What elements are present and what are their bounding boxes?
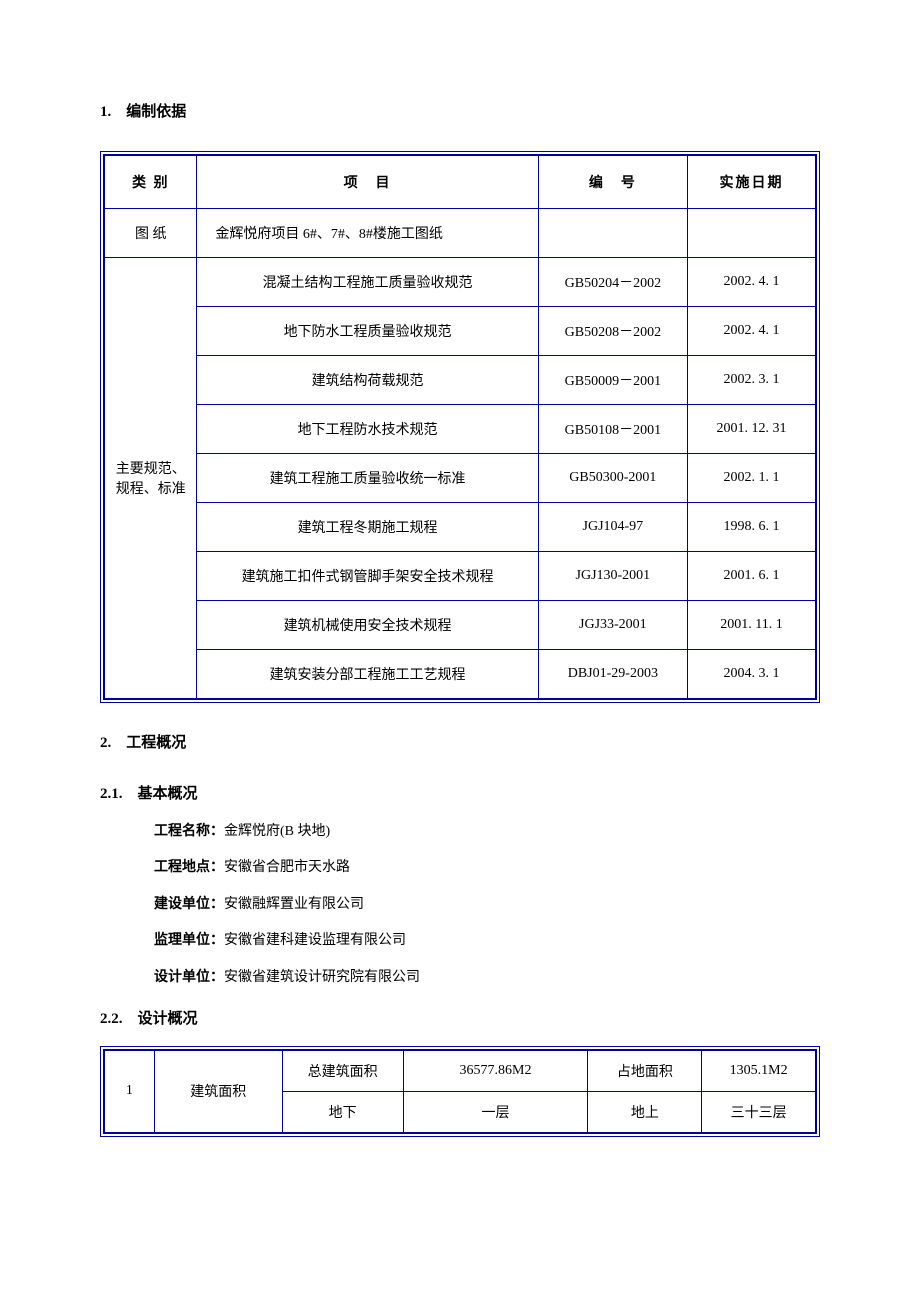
supervision-unit-value: 安徽省建科建设监理有限公司: [224, 933, 406, 948]
project-name-row: 工程名称：金辉悦府(B 块地): [154, 821, 820, 843]
table-header-row: 类 别 项 目 编 号 实施日期: [105, 156, 816, 209]
construction-unit-row: 建设单位：安徽融辉置业有限公司: [154, 894, 820, 916]
spec-item: 建筑工程施工质量验收统一标准: [197, 454, 538, 503]
spec-row: 地下防水工程质量验收规范 GB50208－2002 2002. 4. 1: [105, 307, 816, 356]
spec-code: DBJ01-29-2003: [538, 650, 687, 699]
table-row: 1 建筑面积 总建筑面积 36577.86M2 占地面积 1305.1M2: [105, 1050, 816, 1091]
spec-row: 建筑工程施工质量验收统一标准 GB50300-2001 2002. 1. 1: [105, 454, 816, 503]
spec-date: 2002. 1. 1: [688, 454, 816, 503]
section-2-2-heading: 2.2. 设计概况: [100, 1007, 820, 1028]
spec-date: 2002. 4. 1: [688, 307, 816, 356]
idx-cell: 1: [105, 1050, 155, 1132]
col-header-date: 实施日期: [688, 156, 816, 209]
spec-row: 地下工程防水技术规范 GB50108－2001 2001. 12. 31: [105, 405, 816, 454]
project-info-block: 工程名称：金辉悦府(B 块地) 工程地点：安徽省合肥市天水路 建设单位：安徽融辉…: [100, 821, 820, 989]
spec-date: 1998. 6. 1: [688, 503, 816, 552]
construction-unit-label: 建设单位：: [154, 897, 224, 912]
spec-item: 建筑工程冬期施工规程: [197, 503, 538, 552]
spec-code: JGJ33-2001: [538, 601, 687, 650]
spec-row: 建筑结构荷载规范 GB50009－2001 2002. 3. 1: [105, 356, 816, 405]
total-area-value: 36577.86M2: [403, 1050, 588, 1091]
spec-code: GB50208－2002: [538, 307, 687, 356]
drawings-category: 图 纸: [105, 209, 197, 258]
col-header-code: 编 号: [538, 156, 687, 209]
design-unit-label: 设计单位：: [154, 970, 224, 985]
spec-code: JGJ104-97: [538, 503, 687, 552]
col-header-item: 项 目: [197, 156, 538, 209]
col-header-category: 类 别: [105, 156, 197, 209]
drawings-date: [688, 209, 816, 258]
underground-label: 地下: [282, 1091, 403, 1132]
project-location-label: 工程地点：: [154, 860, 224, 875]
table-2-wrap: 1 建筑面积 总建筑面积 36577.86M2 占地面积 1305.1M2 地下…: [100, 1046, 820, 1137]
construction-unit-value: 安徽融辉置业有限公司: [224, 897, 364, 912]
section-2-1-heading: 2.1. 基本概况: [100, 782, 820, 803]
spec-date: 2002. 3. 1: [688, 356, 816, 405]
basis-table-body: 图 纸 金辉悦府项目 6#、7#、8#楼施工图纸 主要规范、规程、标准 混凝土结…: [105, 209, 816, 699]
spec-code: GB50009－2001: [538, 356, 687, 405]
project-name-value: 金辉悦府(B 块地): [224, 824, 330, 839]
spec-row: 主要规范、规程、标准 混凝土结构工程施工质量验收规范 GB50204－2002 …: [105, 258, 816, 307]
spec-row: 建筑工程冬期施工规程 JGJ104-97 1998. 6. 1: [105, 503, 816, 552]
project-location-value: 安徽省合肥市天水路: [224, 860, 350, 875]
spec-code: JGJ130-2001: [538, 552, 687, 601]
spec-row: 建筑施工扣件式钢管脚手架安全技术规程 JGJ130-2001 2001. 6. …: [105, 552, 816, 601]
land-area-label: 占地面积: [588, 1050, 702, 1091]
total-area-label: 总建筑面积: [282, 1050, 403, 1091]
spec-item: 地下防水工程质量验收规范: [197, 307, 538, 356]
spec-category-cell: 主要规范、规程、标准: [105, 258, 197, 699]
table-1-wrap: 类 别 项 目 编 号 实施日期 图 纸 金辉悦府项目 6#、7#、8#楼施工图…: [100, 151, 820, 703]
area-label-cell: 建筑面积: [154, 1050, 282, 1132]
spec-code: GB50204－2002: [538, 258, 687, 307]
design-unit-row: 设计单位：安徽省建筑设计研究院有限公司: [154, 967, 820, 989]
land-area-value: 1305.1M2: [702, 1050, 816, 1091]
design-overview-body: 1 建筑面积 总建筑面积 36577.86M2 占地面积 1305.1M2 地下…: [105, 1050, 816, 1132]
project-location-row: 工程地点：安徽省合肥市天水路: [154, 857, 820, 879]
aboveground-value: 三十三层: [702, 1091, 816, 1132]
spec-item: 建筑机械使用安全技术规程: [197, 601, 538, 650]
spec-date: 2001. 12. 31: [688, 405, 816, 454]
design-unit-value: 安徽省建筑设计研究院有限公司: [224, 970, 420, 985]
section-1-heading: 1. 编制依据: [100, 100, 820, 121]
spec-code: GB50108－2001: [538, 405, 687, 454]
spec-date: 2001. 11. 1: [688, 601, 816, 650]
spec-date: 2002. 4. 1: [688, 258, 816, 307]
spec-item: 建筑结构荷载规范: [197, 356, 538, 405]
section-2-heading: 2. 工程概况: [100, 731, 820, 752]
drawings-code: [538, 209, 687, 258]
aboveground-label: 地上: [588, 1091, 702, 1132]
supervision-unit-label: 监理单位：: [154, 933, 224, 948]
drawings-item: 金辉悦府项目 6#、7#、8#楼施工图纸: [197, 209, 538, 258]
spec-code: GB50300-2001: [538, 454, 687, 503]
spec-item: 建筑安装分部工程施工工艺规程: [197, 650, 538, 699]
supervision-unit-row: 监理单位：安徽省建科建设监理有限公司: [154, 930, 820, 952]
basis-table: 类 别 项 目 编 号 实施日期 图 纸 金辉悦府项目 6#、7#、8#楼施工图…: [104, 155, 816, 699]
project-name-label: 工程名称：: [154, 824, 224, 839]
underground-value: 一层: [403, 1091, 588, 1132]
spec-item: 地下工程防水技术规范: [197, 405, 538, 454]
spec-item: 建筑施工扣件式钢管脚手架安全技术规程: [197, 552, 538, 601]
spec-date: 2004. 3. 1: [688, 650, 816, 699]
drawings-row: 图 纸 金辉悦府项目 6#、7#、8#楼施工图纸: [105, 209, 816, 258]
basis-table-head: 类 别 项 目 编 号 实施日期: [105, 156, 816, 209]
spec-date: 2001. 6. 1: [688, 552, 816, 601]
spec-row: 建筑安装分部工程施工工艺规程 DBJ01-29-2003 2004. 3. 1: [105, 650, 816, 699]
spec-row: 建筑机械使用安全技术规程 JGJ33-2001 2001. 11. 1: [105, 601, 816, 650]
spec-item: 混凝土结构工程施工质量验收规范: [197, 258, 538, 307]
design-overview-table: 1 建筑面积 总建筑面积 36577.86M2 占地面积 1305.1M2 地下…: [104, 1050, 816, 1133]
